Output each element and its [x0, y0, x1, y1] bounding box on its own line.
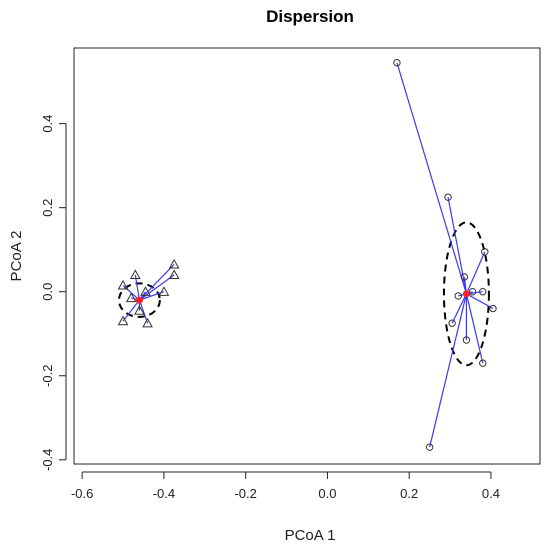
x-tick-label: -0.4 [153, 486, 175, 501]
x-tick-label: 0.4 [482, 486, 500, 501]
group-2-spoke [465, 293, 484, 364]
group-2-point [454, 292, 462, 300]
y-tick-label: 0.0 [40, 283, 55, 301]
group-1-point [158, 286, 170, 296]
group-2-point [448, 319, 456, 327]
x-tick-label: -0.2 [234, 486, 256, 501]
group-1-spoke [134, 274, 140, 301]
group-2-spoke [447, 197, 468, 294]
group-2-point [481, 248, 489, 256]
group-2-spoke [466, 293, 494, 310]
group-1-spoke [138, 299, 149, 324]
group-2-point [460, 273, 469, 281]
group-1-point [134, 305, 145, 315]
group-1-point [140, 286, 151, 296]
centroid-spokes [122, 62, 494, 448]
y-tick-label: -0.2 [40, 365, 55, 387]
y-tick-label: 0.2 [40, 199, 55, 217]
group-1-point [117, 279, 129, 290]
group-2-ellipse [442, 221, 490, 367]
chart-title: Dispersion [266, 7, 354, 26]
y-tick-label: -0.4 [40, 449, 55, 471]
group-1-point [117, 315, 129, 326]
group-1-spoke [122, 299, 140, 322]
group-1-point [168, 258, 180, 269]
group-1-spoke [138, 263, 175, 301]
group-2-point [393, 59, 401, 67]
group-2-spoke [451, 293, 467, 324]
data-points [117, 59, 497, 451]
group-1-point [142, 317, 153, 328]
x-axis-label: PCoA 1 [285, 527, 336, 544]
group-2-point [468, 288, 477, 296]
plot-area-frame [73, 47, 541, 465]
group-centroids [135, 290, 470, 304]
group-1-point [129, 269, 141, 280]
y-axis: -0.4 -0.2 0.0 0.2 0.4 [40, 115, 67, 471]
group-2-spoke [396, 62, 467, 294]
y-axis-label: PCoA 2 [8, 231, 25, 282]
x-tick-label: 0.0 [318, 486, 336, 501]
group-2-point [462, 336, 471, 344]
group-2-spoke [465, 251, 486, 295]
group-1-point [125, 292, 137, 303]
group-1-point [168, 269, 180, 280]
group-2-point [425, 443, 434, 451]
group-2-point [489, 304, 497, 313]
group-2-point [479, 359, 487, 367]
plot-area [117, 59, 497, 451]
x-axis: -0.6 -0.4 -0.2 0.0 0.2 0.4 [71, 471, 500, 501]
group-1-spoke [139, 274, 175, 301]
group-2-point [444, 193, 452, 201]
group-2-centroid [462, 290, 470, 298]
group-2-point [479, 288, 487, 296]
group-1-spoke [139, 291, 165, 301]
group-1-ellipse [117, 282, 161, 318]
group-2-spoke [429, 293, 468, 448]
x-tick-label: -0.6 [71, 486, 93, 501]
group-1-centroid [135, 296, 143, 304]
x-tick-label: 0.2 [400, 486, 418, 501]
y-tick-label: 0.4 [40, 115, 55, 133]
dispersion-ellipses [117, 221, 490, 367]
